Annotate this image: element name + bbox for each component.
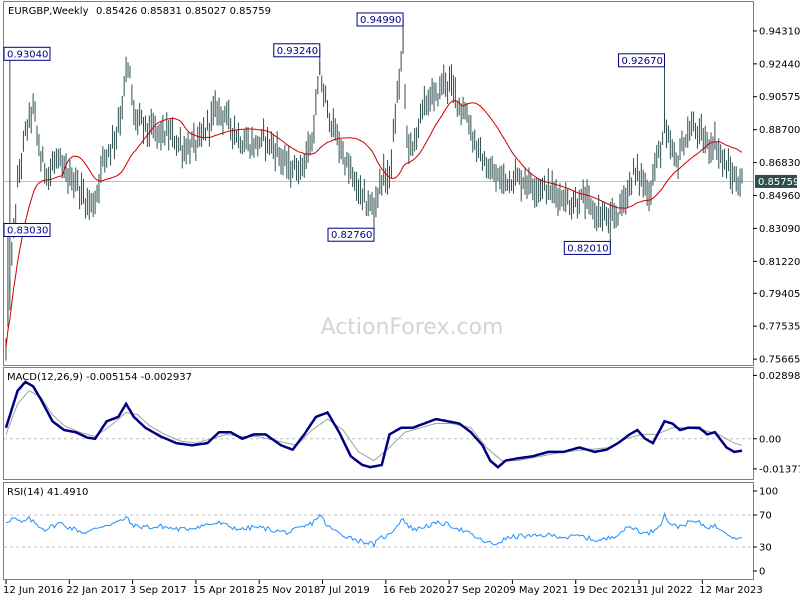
date-tick-label: 12 Mar 2023 <box>699 585 762 596</box>
rsi-tick-label: 100 <box>759 487 778 498</box>
annotation-box <box>356 12 404 27</box>
price-tick-label: 0.92440 <box>759 59 800 70</box>
price-tick-label: 0.94310 <box>759 26 800 37</box>
annotation-label: 0.94990 <box>360 15 401 26</box>
rsi-line <box>5 511 743 549</box>
macd-title: MACD(12,26,9) -0.005154 -0.002937 <box>7 372 192 383</box>
date-tick-label: 31 Jul 2022 <box>636 585 693 596</box>
symbol-label: EURGBP,Weekly <box>8 6 89 17</box>
annotation-label: 0.92670 <box>622 56 663 67</box>
rsi-tick-label: 70 <box>759 511 772 522</box>
date-tick-label: 25 Nov 2018 <box>256 585 320 596</box>
date-tick-label: 9 May 2021 <box>509 585 568 596</box>
date-tick-label: 7 Jul 2019 <box>320 585 370 596</box>
price-annotations: 0.93040 0.83030 0.93240 0.82760 0.94990 0.926… <box>3 12 666 255</box>
annotation-label: 0.83030 <box>7 225 48 236</box>
moving-average-line <box>5 100 743 348</box>
macd-panel-frame <box>3 367 754 480</box>
price-tick-label: 0.86830 <box>759 158 800 169</box>
rsi-panel-frame <box>3 482 754 580</box>
current-price-tag: 0.85759 <box>755 174 799 188</box>
rsi-tick-label: 30 <box>759 543 772 554</box>
ohlc-readout: 0.85426 0.85831 0.85027 0.85759 <box>96 6 271 17</box>
macd-tick-label: 0.00 <box>759 434 781 445</box>
macd-line <box>4 380 743 469</box>
annotation-label: 0.82760 <box>331 230 372 241</box>
annotation-box <box>563 240 611 255</box>
annotation-box <box>3 222 51 237</box>
price-tick-label: 0.77535 <box>759 322 800 333</box>
price-bars <box>5 18 743 361</box>
date-tick-label: 3 Sep 2017 <box>130 585 187 596</box>
date-tick-label: 15 Apr 2018 <box>193 585 255 596</box>
macd-axis-ticks: 0.028988 0.00 -0.013779 <box>753 371 800 475</box>
annotation-box <box>3 46 51 61</box>
price-tick-label: 0.79405 <box>759 289 800 300</box>
annotation-label: 0.93240 <box>277 46 318 57</box>
annotation-box <box>273 43 321 58</box>
date-axis-ticks: 12 Jun 2016 22 Jan 2017 3 Sep 2017 15 Apr 2… <box>3 580 763 596</box>
rsi-tick-label: 0 <box>759 567 765 578</box>
date-tick-label: 12 Jun 2016 <box>3 585 63 596</box>
watermark: ActionForex.com <box>321 315 504 340</box>
price-tick-label: 0.88700 <box>759 125 800 136</box>
price-axis-ticks: 0.94310 0.92440 0.90575 0.88700 0.86830 0.849… <box>753 26 800 366</box>
price-tick-label: 0.83090 <box>759 224 800 235</box>
date-tick-label: 27 Sep 2020 <box>446 585 509 596</box>
current-price-value: 0.85759 <box>758 177 799 188</box>
annotation-label: 0.82010 <box>567 243 608 254</box>
price-tick-label: 0.75665 <box>759 355 800 366</box>
rsi-title: RSI(14) 41.4910 <box>7 487 88 498</box>
macd-tick-label: -0.013779 <box>759 464 800 475</box>
date-tick-label: 22 Jan 2017 <box>66 585 126 596</box>
date-tick-label: 19 Dec 2021 <box>573 585 637 596</box>
price-tick-label: 0.81220 <box>759 257 800 268</box>
macd-tick-label: 0.028988 <box>759 371 800 382</box>
date-tick-label: 16 Feb 2020 <box>383 585 445 596</box>
price-tick-label: 0.84960 <box>759 191 800 202</box>
annotation-label: 0.93040 <box>7 49 48 60</box>
annotation-box <box>327 227 375 242</box>
annotation-box <box>618 53 666 68</box>
price-tick-label: 0.90575 <box>759 92 800 103</box>
price-panel-frame <box>3 1 754 366</box>
rsi-axis-ticks: 100 70 30 0 <box>753 487 778 578</box>
